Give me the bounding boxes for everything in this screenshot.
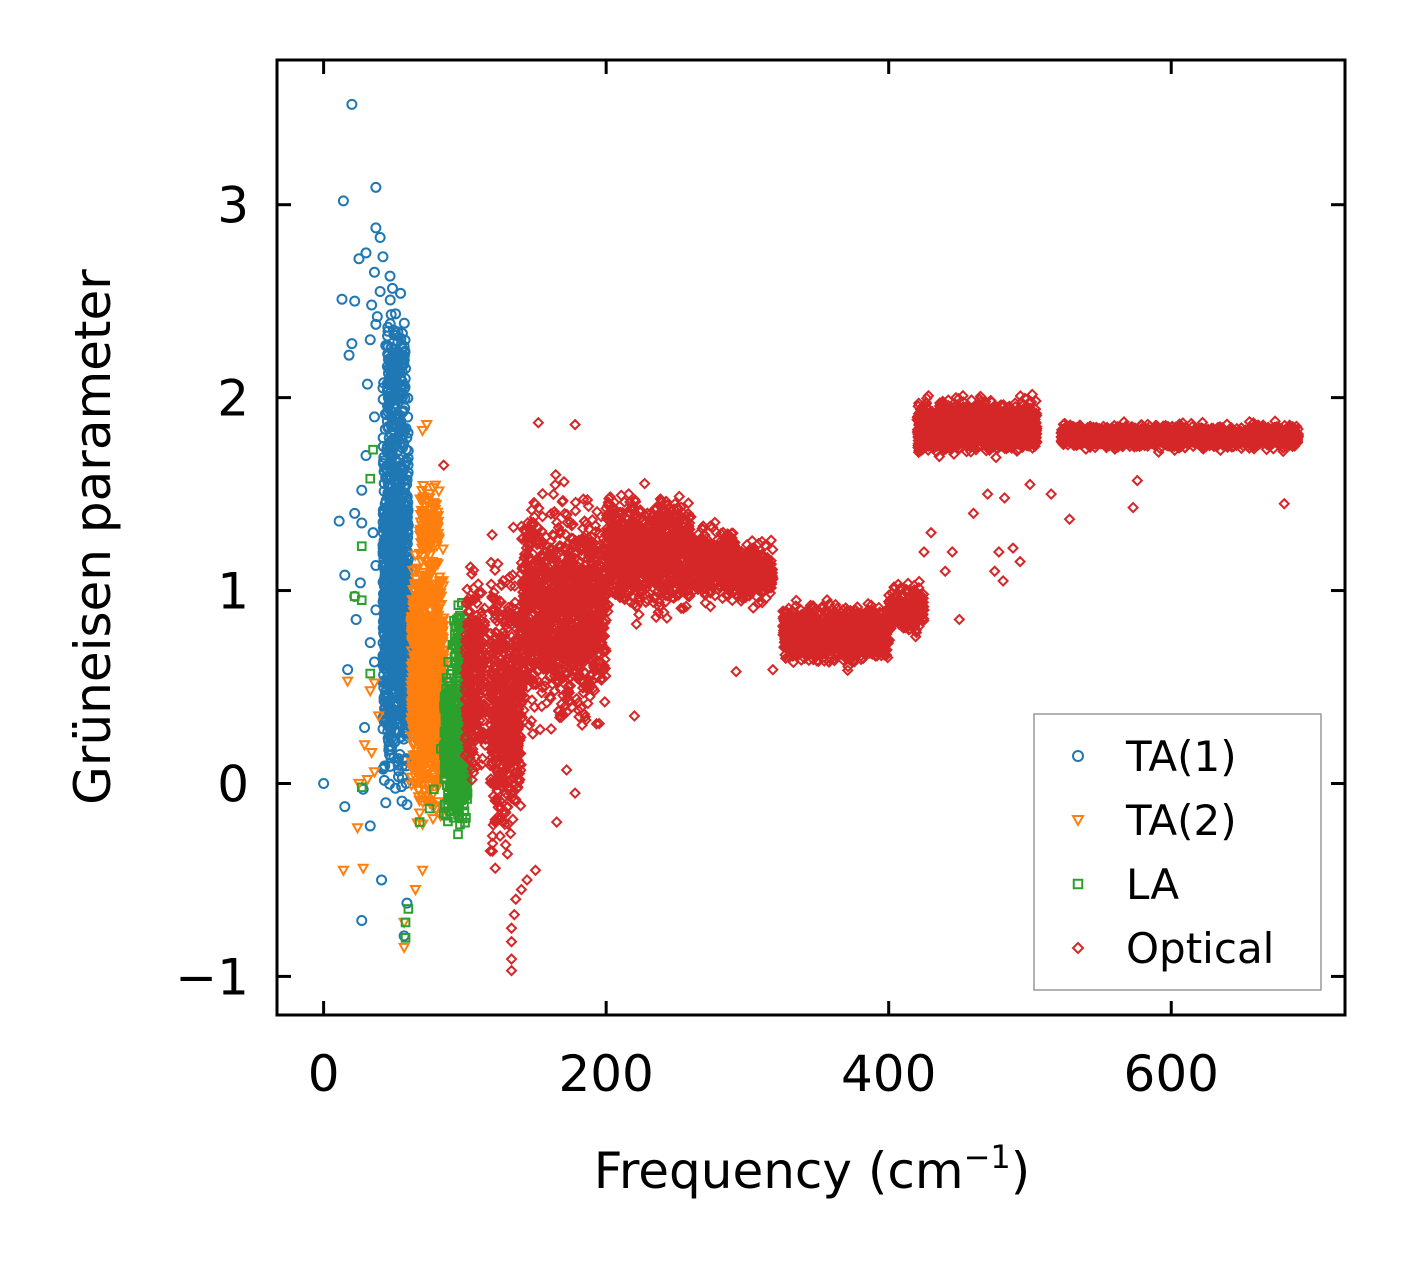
series-markers-1 [337,420,450,955]
y-axis-label: Grüneisen parameter [64,269,122,805]
series-ta-1 [318,98,414,942]
legend-label: Optical [1126,924,1274,973]
y-tick-label: 2 [217,370,249,428]
x-axis-label-superscript: −1 [964,1138,1011,1176]
legend: TA(1) TA(2) LA Optical [1033,713,1322,991]
x-axis-label-end: ) [1011,1142,1031,1200]
x-axis-label: Frequency (cm−1) [594,1138,1031,1200]
series-markers-0 [318,98,414,942]
legend-marker [1071,941,1085,955]
y-tick-label: 1 [217,563,249,621]
x-tick-label: 400 [841,1045,936,1103]
legend-label: TA(2) [1125,796,1237,845]
axis-ticks: 0 200 400 600 −1 0 1 2 3 [175,60,1345,1103]
legend-label: LA [1126,860,1179,909]
y-tick-label: 3 [217,177,249,235]
plot-frame [275,58,1347,1017]
legend-marker [1072,750,1085,762]
x-axis-label-main: Frequency (cm [594,1142,964,1200]
y-tick-label: −1 [175,948,249,1006]
legend-marker [1071,815,1085,828]
x-tick-label: 200 [558,1045,653,1103]
scatter-points [318,98,1305,977]
series-optical [437,388,1305,977]
legend-marker [1072,878,1084,890]
legend-label: TA(1) [1125,732,1237,781]
series-markers-3 [437,388,1305,977]
x-tick-label: 600 [1124,1045,1219,1103]
y-tick-label: 0 [217,755,249,813]
series-ta-2 [337,420,450,955]
x-tick-label: 0 [308,1045,340,1103]
